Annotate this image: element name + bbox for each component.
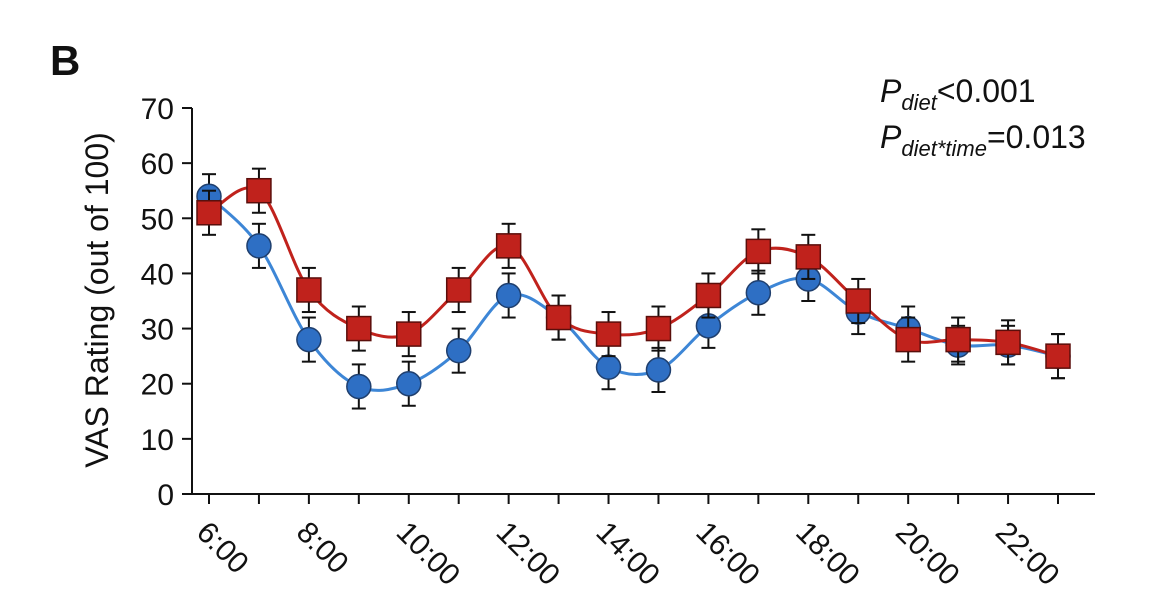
data-point	[445, 277, 472, 303]
stat-line: Pdiet*time=0.013	[880, 119, 1086, 161]
x-tick-label: 14:00	[590, 516, 666, 592]
data-point	[795, 244, 822, 270]
x-tick-label: 6:00	[190, 516, 255, 581]
panel-label: B	[50, 37, 80, 84]
x-tick-label: 10:00	[390, 516, 466, 592]
data-point	[595, 321, 622, 347]
x-tick-label: 16:00	[689, 516, 765, 592]
data-point	[745, 279, 772, 306]
stat-subscript: diet	[901, 90, 937, 115]
data-point	[845, 288, 871, 314]
data-point	[346, 315, 372, 342]
series-1	[196, 173, 1071, 410]
stat-p: P	[880, 119, 902, 155]
x-tick-label: 22:00	[989, 516, 1065, 592]
stat-p: P	[880, 73, 902, 109]
data-point	[945, 326, 971, 353]
data-point	[995, 329, 1021, 356]
data-point	[396, 321, 422, 347]
data-point	[595, 354, 622, 380]
x-tick-label: 18:00	[789, 516, 865, 592]
data-point	[196, 200, 222, 226]
data-point	[296, 277, 322, 303]
data-point	[1045, 343, 1071, 369]
data-point	[396, 370, 422, 397]
y-tick-label: 10	[141, 424, 174, 457]
y-tick-label: 0	[157, 479, 174, 512]
stat-value: =0.013	[987, 119, 1086, 155]
x-tick-label: 8:00	[290, 516, 355, 581]
x-tick-label: 20:00	[889, 516, 965, 592]
y-tick-label: 20	[141, 369, 174, 402]
x-tick-label: 12:00	[490, 516, 566, 592]
y-tick-label: 40	[141, 258, 174, 291]
data-point	[645, 357, 672, 383]
y-axis-label: VAS Rating (out of 100)	[79, 132, 115, 468]
series-layer	[196, 167, 1071, 410]
stat-value: <0.001	[937, 73, 1036, 109]
data-point	[495, 233, 522, 259]
series-2	[196, 167, 1071, 380]
data-point	[296, 326, 322, 353]
y-tick-label: 50	[141, 203, 174, 236]
data-point	[895, 326, 921, 353]
stat-line: Pdiet<0.001	[880, 73, 1036, 115]
y-tick-label: 30	[141, 314, 174, 347]
data-point	[495, 282, 522, 309]
stats-annotation: Pdiet<0.001 Pdiet*time=0.013	[880, 73, 1086, 161]
data-point	[346, 373, 372, 400]
series-line	[207, 195, 1059, 392]
series-line	[208, 186, 1059, 358]
data-point	[545, 304, 572, 331]
data-point	[745, 238, 772, 265]
stat-subscript: diet*time	[901, 136, 987, 161]
y-tick-label: 60	[141, 148, 174, 181]
data-point	[645, 315, 672, 342]
y-tick-label: 70	[141, 93, 174, 126]
data-point	[246, 233, 272, 259]
data-point	[695, 282, 722, 309]
data-point	[445, 337, 472, 364]
data-point	[246, 177, 272, 204]
